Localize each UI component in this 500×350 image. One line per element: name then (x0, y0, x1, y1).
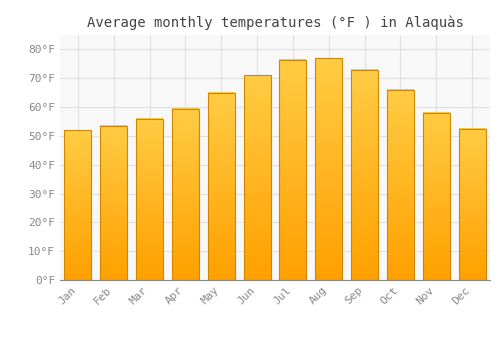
Bar (208, 93, 234, 280)
Bar (244, 75, 270, 280)
Bar (136, 119, 163, 280)
Bar (316, 58, 342, 280)
Bar (351, 70, 378, 280)
Bar (280, 60, 306, 280)
Bar (100, 126, 127, 280)
Bar (458, 129, 485, 280)
Bar (423, 113, 450, 280)
Bar (387, 90, 414, 280)
Bar (64, 130, 92, 280)
Bar (172, 108, 199, 280)
Title: Average monthly temperatures (°F ) in Alaquàs: Average monthly temperatures (°F ) in Al… (86, 15, 464, 30)
